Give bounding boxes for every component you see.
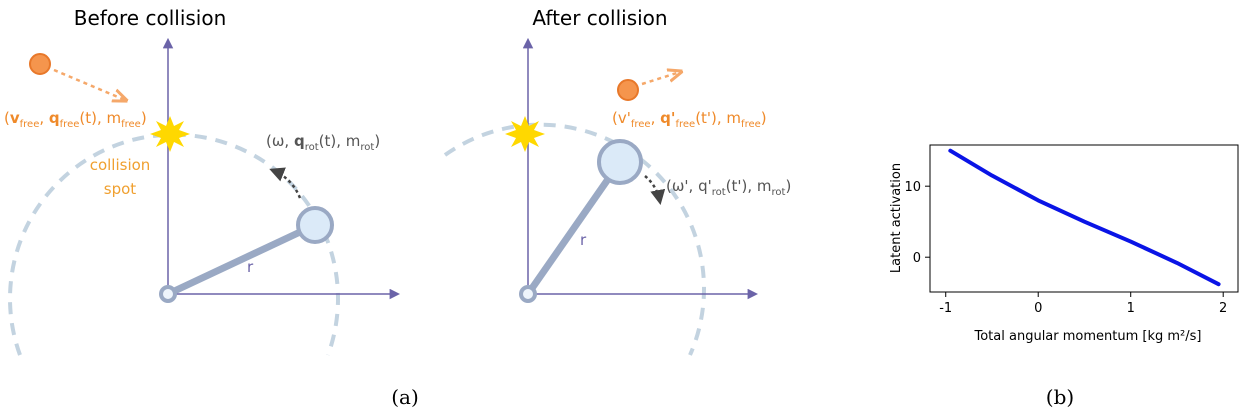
r-label: r (247, 258, 254, 276)
orbit (443, 122, 706, 356)
rotating-ball (296, 206, 334, 244)
caption: (b) (1046, 385, 1074, 409)
rot-label: (ω', q'rot(t'), mrot) (666, 177, 791, 198)
r-label: r (580, 231, 587, 249)
y-tick-label: 10 (904, 180, 921, 195)
collision-star (150, 116, 190, 152)
collision-star (505, 116, 545, 152)
velocity-arrow (53, 68, 125, 100)
spot-label: spot (104, 180, 137, 198)
spot-label: collision (90, 156, 151, 174)
x-tick-label: -1 (939, 301, 952, 316)
rotation-arrow (644, 175, 666, 205)
rot-label: (ω, qrot(t), mrot) (266, 132, 380, 153)
velocity-arrow (641, 72, 680, 86)
pivot (159, 285, 177, 303)
rotating-ball (597, 139, 643, 185)
free-ball (617, 79, 639, 101)
after-diagram: After collision (v'free, q'free(t'), mfr… (443, 6, 791, 356)
free-label: (v'free, q'free(t'), mfree) (612, 109, 767, 130)
title: After collision (532, 6, 667, 30)
free-ball (29, 53, 51, 75)
y-axis-label: Latent activation (889, 163, 904, 273)
rotation-arrow (269, 167, 302, 199)
rod (166, 221, 317, 298)
x-tick-label: 2 (1219, 301, 1227, 316)
free-label: (vfree, qfree(t), mfree) (4, 109, 147, 130)
x-tick-label: 0 (1034, 301, 1042, 316)
before-diagram: Before collision (vfree, qfree(t), mfree… (4, 6, 401, 356)
caption: (a) (391, 385, 419, 409)
title: Before collision (74, 6, 227, 30)
plot-frame (929, 144, 1239, 293)
pivot (519, 285, 537, 303)
x-axis-label: Total angular momentum [kg m²/s] (974, 329, 1202, 344)
data-line (948, 148, 1221, 287)
rod (525, 159, 623, 297)
y-tick-label: 0 (913, 251, 921, 266)
x-tick-label: 1 (1127, 301, 1135, 316)
orbit (8, 132, 340, 356)
